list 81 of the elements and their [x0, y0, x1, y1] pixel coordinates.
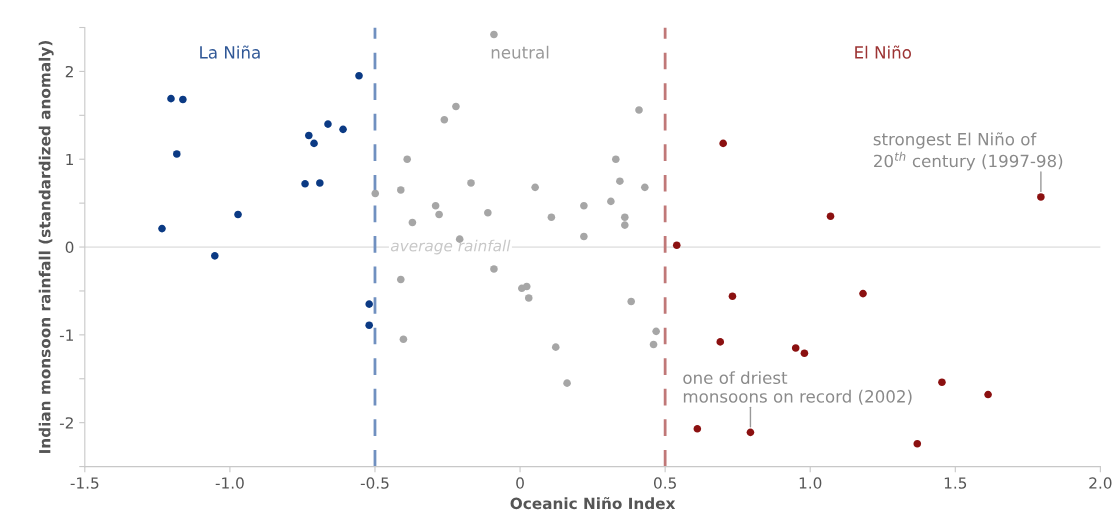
- point: [859, 289, 867, 298]
- point: [746, 428, 755, 437]
- point: [484, 208, 492, 217]
- point: [524, 294, 533, 302]
- point: [408, 218, 417, 227]
- point: [1037, 193, 1045, 201]
- x-tick-label: 1.5: [944, 477, 967, 489]
- point: [440, 115, 449, 124]
- point: [616, 177, 624, 185]
- x-tick-label: 0: [516, 477, 524, 489]
- point: [452, 102, 460, 111]
- point: [563, 379, 571, 387]
- y-tick-label: -2: [59, 417, 73, 429]
- point: [791, 344, 800, 352]
- x-axis-title: Oceanic Niño Index: [510, 497, 676, 510]
- point: [397, 186, 405, 194]
- point: [580, 232, 588, 241]
- point: [365, 321, 373, 329]
- y-tick-label: 0: [65, 241, 74, 254]
- point: [158, 224, 166, 233]
- y-tick-label: 1: [66, 153, 73, 166]
- point: [719, 139, 727, 148]
- point: [635, 106, 643, 114]
- x-tick-label: 2.0: [1089, 477, 1112, 489]
- y-tick-label: 2: [65, 65, 73, 78]
- point: [365, 300, 373, 308]
- point: [627, 297, 635, 306]
- text: El Niño: [855, 45, 911, 59]
- text: La Niña: [200, 45, 260, 59]
- y-axis-title: Indian monsoon rainfall (standardized anomaly): [38, 41, 54, 453]
- point: [435, 210, 443, 219]
- point: [652, 327, 660, 336]
- point: [826, 212, 835, 221]
- point: [490, 265, 498, 273]
- point: [672, 241, 681, 250]
- point: [431, 201, 440, 210]
- point: [324, 120, 332, 128]
- point: [984, 390, 992, 399]
- point: [301, 180, 309, 188]
- annotation: one of driest monsoons on record (2002): [683, 371, 912, 405]
- point: [621, 213, 629, 221]
- annotation: strongest El Niño of 20$^{th}$ century (1997-98): [873, 132, 1063, 171]
- point: [938, 378, 946, 387]
- point: [913, 439, 922, 448]
- x-tick-label: -1.5: [70, 477, 99, 489]
- point: [490, 30, 498, 39]
- point: [467, 179, 475, 187]
- point: [716, 338, 725, 346]
- point: [355, 72, 363, 80]
- point: [641, 183, 649, 192]
- x-tick-label: -1.0: [215, 477, 244, 489]
- point: [522, 282, 531, 291]
- series-label: neutral: [491, 45, 549, 59]
- point: [531, 183, 539, 192]
- point: [316, 179, 324, 187]
- point: [399, 335, 408, 344]
- point: [800, 349, 809, 358]
- point: [167, 94, 175, 103]
- point: [397, 275, 405, 284]
- x-tick-label: -0.5: [360, 477, 389, 489]
- point: [612, 155, 620, 164]
- point: [403, 155, 411, 164]
- point: [693, 425, 702, 433]
- point: [547, 213, 556, 221]
- point: [179, 95, 187, 104]
- point: [310, 139, 318, 148]
- point: [371, 189, 380, 198]
- point: [580, 201, 588, 210]
- point: [621, 221, 629, 229]
- point: [211, 252, 219, 260]
- point: [172, 150, 181, 158]
- point: [649, 340, 658, 349]
- x-tick-label: 0.5: [654, 477, 676, 489]
- point: [234, 210, 242, 219]
- point: [607, 197, 615, 206]
- point: [305, 131, 313, 140]
- point: [339, 125, 347, 134]
- point: [728, 292, 737, 301]
- x-tick-label: 1.0: [799, 477, 822, 489]
- point: [551, 343, 560, 351]
- y-tick-label: -1: [59, 329, 73, 341]
